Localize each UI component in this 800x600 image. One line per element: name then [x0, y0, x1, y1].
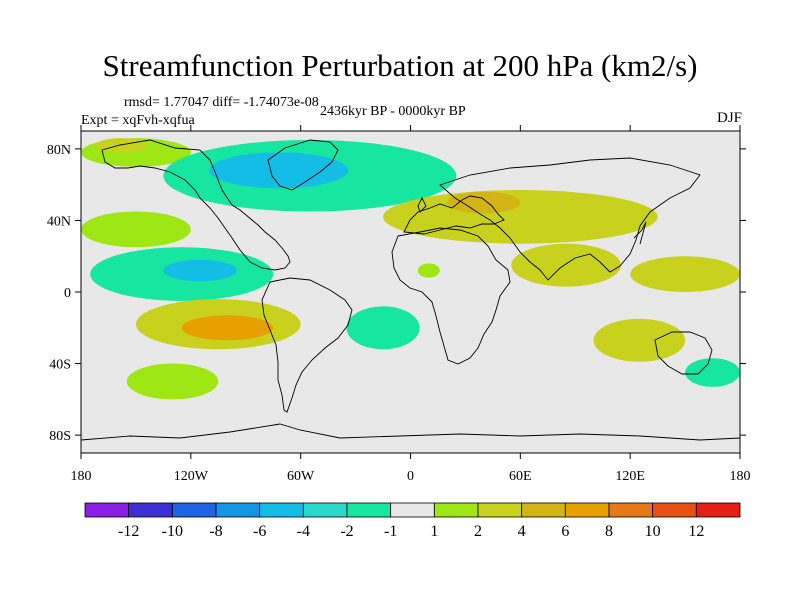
colorbar-swatch — [521, 502, 566, 518]
colorbar-label: 6 — [561, 523, 569, 540]
contour-fill-layer — [81, 138, 740, 400]
x-tick-label: 120W — [174, 469, 209, 484]
coast-africa — [391, 227, 511, 365]
colorbar-swatch — [259, 502, 304, 518]
colorbar-swatch — [215, 502, 261, 518]
rmsd-diff-label: rmsd= 1.77047 diff= -1.74073e-08 — [124, 95, 319, 110]
coastlines — [81, 139, 740, 441]
region-south-atlantic-negative — [346, 306, 420, 350]
region-southern-ocean-positive — [126, 363, 219, 400]
colorbar-swatch — [608, 502, 654, 518]
colorbar-label: -6 — [253, 523, 266, 540]
colorbar-label: -10 — [162, 523, 183, 540]
coast-uk — [417, 196, 427, 213]
colorbar: -12 -10 -8 -6 -4 -2 -1 1 2 4 6 8 10 12 — [84, 502, 741, 540]
colorbar-label: -1 — [384, 523, 397, 540]
colorbar-label: 1 — [430, 523, 438, 540]
colorbar-swatch — [84, 502, 130, 518]
colorbar-swatch — [390, 502, 435, 518]
x-tick-label: 0 — [407, 469, 414, 484]
coast-japan — [633, 221, 647, 245]
colorbar-label: 4 — [518, 523, 526, 540]
region-subtropical-pacific-negative-core — [163, 259, 237, 282]
colorbar-swatch — [433, 502, 479, 518]
region-south-pacific-positive-core — [181, 315, 274, 341]
y-tick-label: 80S — [49, 429, 71, 444]
coast-antarctica — [81, 423, 740, 441]
experiment-label: Expt = xqFvh-xqfua — [81, 113, 195, 128]
coast-australia — [654, 331, 713, 375]
y-tick-label: 40N — [47, 214, 71, 229]
period-label: 2436kyr BP - 0000kyr BP — [320, 104, 466, 119]
colorbar-swatch — [477, 502, 523, 518]
colorbar-label: 8 — [605, 523, 613, 540]
x-tick-label: 60W — [287, 469, 315, 484]
colorbar-swatch — [564, 502, 610, 518]
x-axis: 180 120W 60W 0 60E 120E 180 — [71, 125, 751, 484]
region-eurasia-positive-core — [447, 191, 521, 214]
region-dateline-south-negative — [685, 358, 740, 387]
colorbar-swatch — [128, 502, 173, 518]
colorbar-swatch — [302, 502, 348, 518]
chart-title: Streamfunction Perturbation at 200 hPa (… — [102, 48, 698, 83]
region-india-positive — [511, 243, 622, 287]
colorbar-label: -12 — [118, 523, 139, 540]
region-eurasia-positive — [383, 190, 658, 244]
colorbar-swatch — [652, 502, 697, 518]
colorbar-label: -2 — [340, 523, 353, 540]
colorbar-swatch — [171, 502, 217, 518]
x-tick-label: 120E — [615, 469, 645, 484]
y-tick-label: 80N — [47, 143, 71, 158]
colorbar-swatch — [695, 502, 741, 518]
season-label: DJF — [716, 110, 742, 126]
region-australia-positive — [593, 318, 686, 362]
region-arctic-positive-core — [95, 138, 147, 153]
y-tick-label: 40S — [49, 358, 71, 373]
coast-greenland — [267, 139, 339, 191]
colorbar-label: 10 — [645, 523, 661, 540]
x-tick-label: 180 — [71, 469, 92, 484]
coast-north-america — [101, 139, 291, 271]
coast-europe — [403, 195, 505, 235]
region-north-atlantic-negative-core — [209, 152, 349, 189]
region-north-pacific-positive — [81, 211, 191, 248]
colorbar-label: -8 — [209, 523, 222, 540]
y-axis: 80N 40N 0 40S 80S — [47, 143, 746, 444]
region-west-pacific-positive — [630, 256, 740, 292]
x-tick-label: 180 — [730, 469, 751, 484]
x-tick-label: 60E — [509, 469, 532, 484]
coast-south-america — [261, 277, 353, 413]
colorbar-label: 12 — [688, 523, 704, 540]
colorbar-label: -4 — [297, 523, 310, 540]
colorbar-label: 2 — [474, 523, 482, 540]
y-tick-label: 0 — [64, 286, 71, 301]
coast-asia — [439, 157, 701, 281]
region-africa-small-positive — [417, 263, 440, 278]
colorbar-swatch — [346, 502, 392, 518]
